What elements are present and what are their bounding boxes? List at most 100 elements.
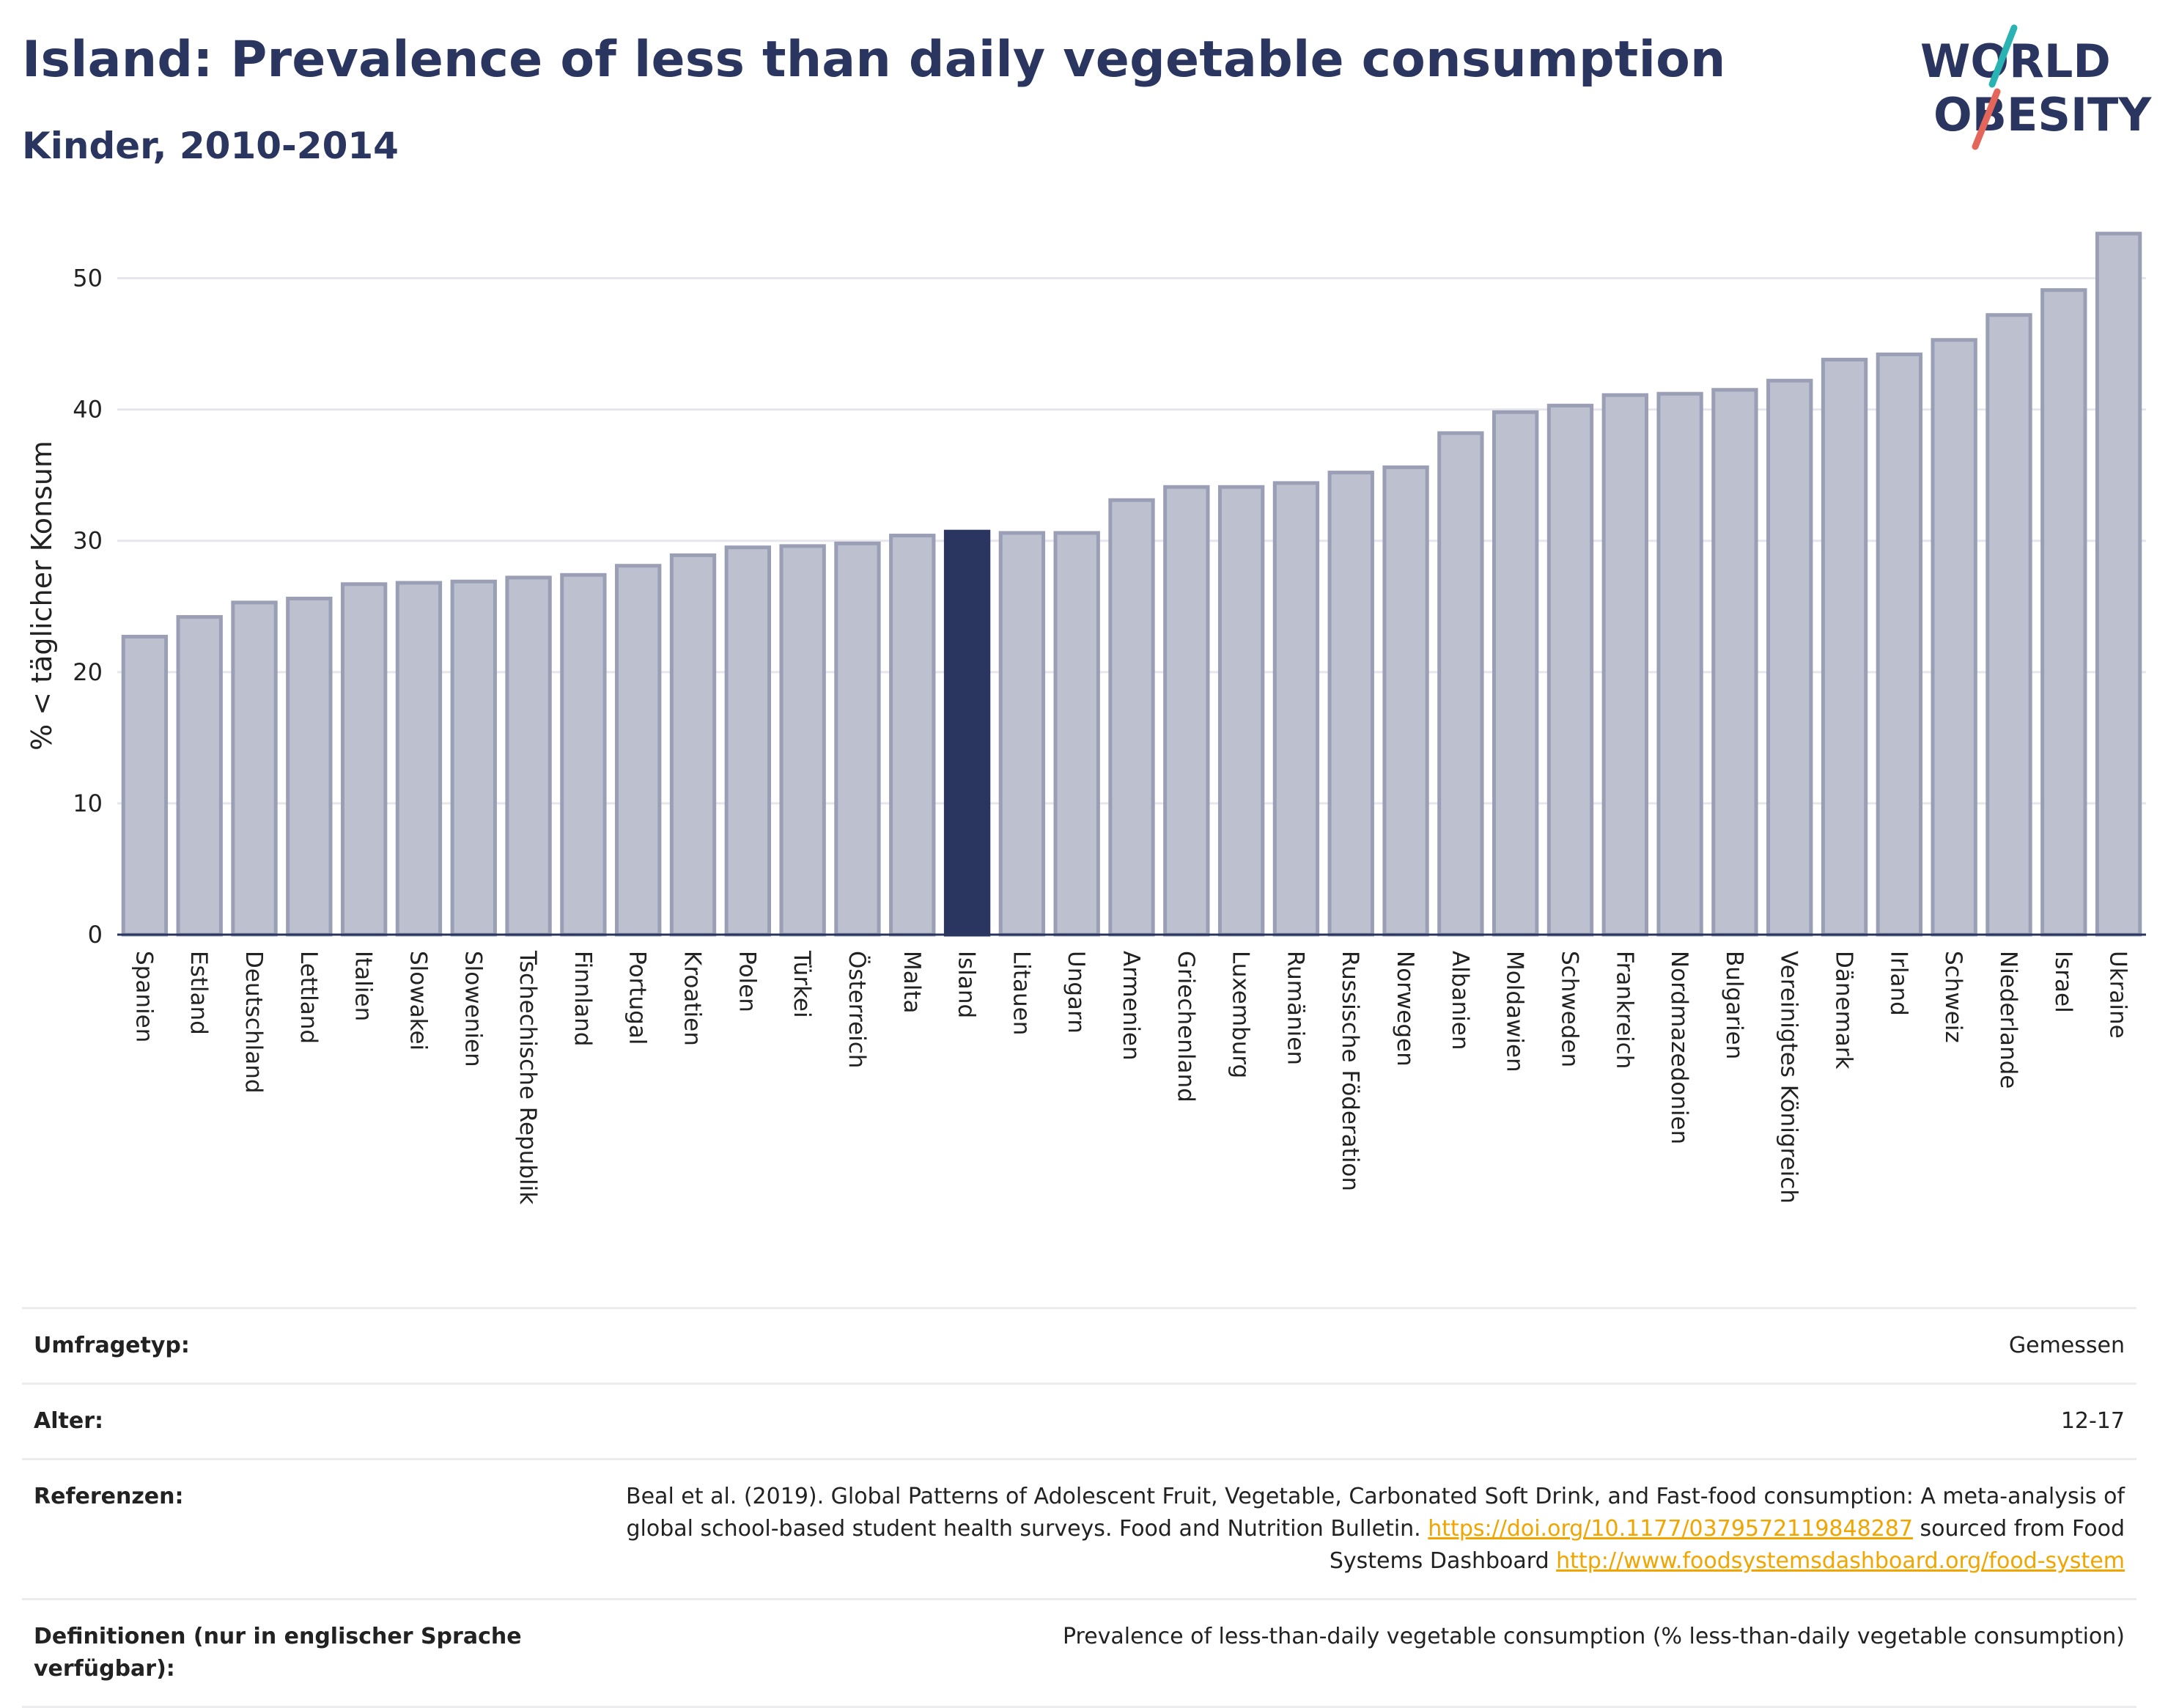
bar-chart: 0 10 20 30 40 50 Spanien Estland Deutschland Lett… xyxy=(26,232,2146,1204)
info-key: Referenzen: xyxy=(34,1484,184,1509)
bar-ungarn[interactable] xyxy=(1053,531,1100,937)
bar-estland[interactable] xyxy=(176,615,223,937)
info-value: Beal et al. (2019). Global Patterns of A… xyxy=(571,1481,2125,1578)
bar-russische-föderation[interactable] xyxy=(1327,471,1374,937)
bar-polen[interactable] xyxy=(724,545,772,937)
x-tick-label: Luxemburg xyxy=(1228,951,1254,1078)
x-tick-label: Ungarn xyxy=(1063,951,1089,1034)
x-tick-label: Albanien xyxy=(1447,951,1473,1050)
x-tick-label: Rumänien xyxy=(1282,951,1308,1065)
bar-spanien[interactable] xyxy=(121,634,169,937)
bar-niederlande[interactable] xyxy=(1986,313,2032,937)
x-tick-label: Armenien xyxy=(1118,951,1144,1061)
axes: 0 10 20 30 40 50 Spanien Estland Deutschland Lett… xyxy=(73,265,2146,1204)
x-tick-label: Bulgarien xyxy=(1721,951,1747,1059)
x-tick-label: Israel xyxy=(2050,951,2076,1013)
info-row-survey-type: Umfragetyp: Gemessen xyxy=(22,1307,2136,1383)
bar-litauen[interactable] xyxy=(998,531,1046,937)
info-table: Umfragetyp: Gemessen Alter: 12-17 Refere… xyxy=(22,1307,2136,1708)
bar-kroatien[interactable] xyxy=(669,553,717,937)
x-tick-label: Schweiz xyxy=(1940,951,1966,1043)
bar-lettland[interactable] xyxy=(286,597,333,937)
x-tick-label: Malta xyxy=(899,951,925,1014)
bar-ukraine[interactable] xyxy=(2095,232,2142,937)
bar-irland[interactable] xyxy=(1876,352,1923,937)
info-value: Prevalence of less-than-daily vegetable … xyxy=(1062,1624,2125,1649)
x-tick-label: Niederlande xyxy=(1995,951,2021,1089)
info-key: Umfragetyp: xyxy=(34,1333,190,1358)
bars xyxy=(121,232,2142,937)
bar-slowenien[interactable] xyxy=(450,579,497,937)
dashboard-link[interactable]: http://www.foodsystemsdashboard.org/food… xyxy=(1556,1548,2125,1574)
y-tick-label: 50 xyxy=(73,265,103,292)
x-tick-label: Österreich xyxy=(844,951,871,1068)
x-tick-label: Estland xyxy=(185,951,212,1035)
y-tick-label: 20 xyxy=(73,658,103,686)
bar-türkei[interactable] xyxy=(779,544,826,937)
bar-finnland[interactable] xyxy=(560,573,607,937)
x-tick-label: Irland xyxy=(1885,951,1911,1016)
bar-portugal[interactable] xyxy=(615,564,662,937)
logo-text-line1: WORLD xyxy=(1920,34,2111,88)
info-value: 12-17 xyxy=(2060,1408,2125,1434)
world-obesity-logo[interactable]: WORLD OBESITY xyxy=(1906,22,2155,154)
bar-dänemark[interactable] xyxy=(1821,358,1868,937)
bar-frankreich[interactable] xyxy=(1601,393,1648,937)
x-tick-label: Slowakei xyxy=(405,951,431,1050)
y-tick-label: 0 xyxy=(88,921,103,949)
chart-subtitle: Kinder, 2010-2014 xyxy=(22,125,399,167)
y-axis-label: % < täglicher Konsum xyxy=(26,441,58,751)
logo-text-line2: OBESITY xyxy=(1933,88,2152,141)
x-tick-label: Polen xyxy=(734,951,760,1012)
info-key: Alter: xyxy=(34,1408,103,1434)
bar-schweiz[interactable] xyxy=(1931,338,1977,937)
bar-schweden[interactable] xyxy=(1546,403,1594,937)
reference-source-text: sourced from Food Systems Dashboard xyxy=(1329,1516,2125,1574)
x-tick-label: Türkei xyxy=(789,950,815,1018)
bar-vereinigtes-königreich[interactable] xyxy=(1766,378,1813,937)
x-tick-label: Moldawien xyxy=(1502,951,1528,1072)
bar-slowakei[interactable] xyxy=(395,581,443,937)
info-row-age: Alter: 12-17 xyxy=(22,1383,2136,1458)
bar-malta[interactable] xyxy=(889,534,936,937)
x-tick-label: Vereinigtes Königreich xyxy=(1776,951,1802,1204)
y-tick-label: 30 xyxy=(73,527,103,555)
bar-österreich[interactable] xyxy=(834,541,881,937)
info-row-definitions: Definitionen (nur in englischer Sprache … xyxy=(22,1598,2136,1708)
x-tick-label: Italien xyxy=(350,951,377,1021)
bar-moldawien[interactable] xyxy=(1492,410,1539,937)
info-key: Definitionen (nur in englischer Sprache … xyxy=(34,1624,522,1682)
x-tick-label: Schweden xyxy=(1556,951,1582,1067)
x-tick-label: Deutschland xyxy=(240,951,267,1094)
x-tick-label: Nordmazedonien xyxy=(1666,951,1692,1144)
bar-armenien[interactable] xyxy=(1108,498,1155,937)
bar-luxemburg[interactable] xyxy=(1217,485,1265,937)
x-tick-label: Island xyxy=(954,951,980,1018)
logo-slash-teal xyxy=(1988,24,2018,88)
bar-nordmazedonien[interactable] xyxy=(1656,391,1703,937)
bar-rumänien[interactable] xyxy=(1272,481,1320,937)
x-tick-label: Norwegen xyxy=(1392,951,1418,1067)
bar-tschechische-republik[interactable] xyxy=(505,575,552,937)
x-tick-label: Lettland xyxy=(295,951,322,1044)
x-tick-label: Finnland xyxy=(569,951,596,1046)
bar-griechenland[interactable] xyxy=(1163,485,1210,937)
x-tick-label: Tschechische Republik xyxy=(515,950,541,1204)
x-tick-label: Portugal xyxy=(624,951,651,1045)
x-tick-label: Litauen xyxy=(1008,951,1034,1035)
bar-bulgarien[interactable] xyxy=(1711,388,1758,937)
x-tick-label: Kroatien xyxy=(679,951,706,1046)
info-value: Gemessen xyxy=(2008,1333,2125,1358)
bar-norwegen[interactable] xyxy=(1382,465,1429,937)
x-tick-label: Russische Föderation xyxy=(1337,951,1363,1191)
info-row-references: Referenzen: Beal et al. (2019). Global P… xyxy=(22,1458,2136,1598)
chart-title: Island: Prevalence of less than daily ve… xyxy=(22,31,1726,89)
bar-albanien[interactable] xyxy=(1437,431,1484,937)
y-tick-label: 40 xyxy=(73,396,103,424)
doi-link[interactable]: https://doi.org/10.1177/0379572119848287 xyxy=(1428,1516,1913,1542)
x-tick-label: Griechenland xyxy=(1173,951,1199,1103)
bar-island[interactable] xyxy=(943,529,991,937)
bar-deutschland[interactable] xyxy=(231,600,278,937)
bar-israel[interactable] xyxy=(2040,288,2087,937)
bar-italien[interactable] xyxy=(340,582,388,937)
